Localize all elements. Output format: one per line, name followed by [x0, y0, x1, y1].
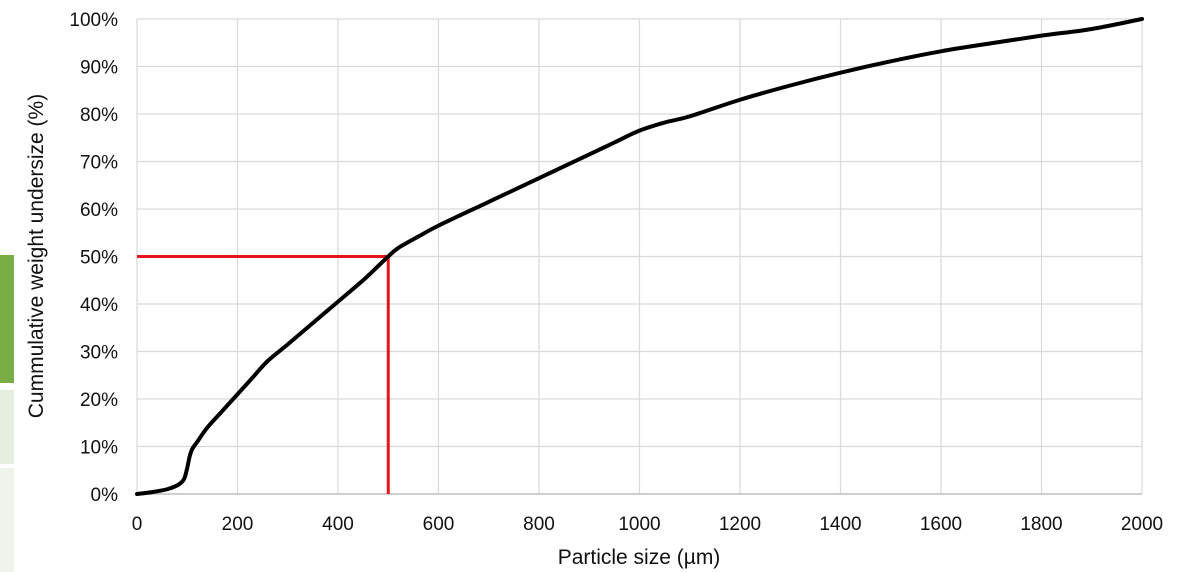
y-tick-label: 100% [69, 10, 118, 31]
y-tick-label: 90% [80, 58, 118, 79]
x-axis-title: Particle size (µm) [558, 546, 721, 569]
x-tick-label: 1200 [719, 514, 761, 535]
x-tick-label: 1600 [920, 514, 962, 535]
side-strip-pale [0, 468, 14, 572]
series-layer [135, 17, 1144, 496]
y-tick-label: 10% [80, 438, 118, 459]
y-tick-label: 60% [80, 200, 118, 221]
y-tick-labels: 0% 10% 20% 30% 40% 50% 60% 70% 80% 90% 100% [69, 10, 118, 506]
x-tick-label: 400 [322, 514, 354, 535]
x-tick-labels: 0 200 400 600 800 1000 1200 1400 1600 1800 2000 [132, 514, 1163, 535]
y-tick-label: 40% [80, 295, 118, 316]
gridlines [137, 18, 1143, 494]
x-tick-label: 800 [523, 514, 555, 535]
y-tick-label: 0% [91, 485, 119, 506]
x-tick-label: 0 [132, 514, 143, 535]
x-tick-label: 1400 [819, 514, 861, 535]
x-tick-label: 600 [423, 514, 455, 535]
side-strip-light [0, 390, 14, 464]
side-strip-green [0, 255, 14, 383]
median-guide [137, 255, 390, 494]
x-tick-label: 1000 [618, 514, 660, 535]
y-tick-label: 30% [80, 343, 118, 364]
x-tick-label: 2000 [1121, 514, 1163, 535]
y-tick-label: 70% [80, 153, 118, 174]
x-tick-label: 200 [222, 514, 254, 535]
y-tick-label: 50% [80, 248, 118, 269]
y-tick-label: 20% [80, 390, 118, 411]
y-axis-title: Cummulative weight undersize (%) [25, 94, 48, 418]
series-line [135, 17, 1144, 496]
x-tick-label: 1800 [1020, 514, 1062, 535]
y-tick-label: 80% [80, 105, 118, 126]
